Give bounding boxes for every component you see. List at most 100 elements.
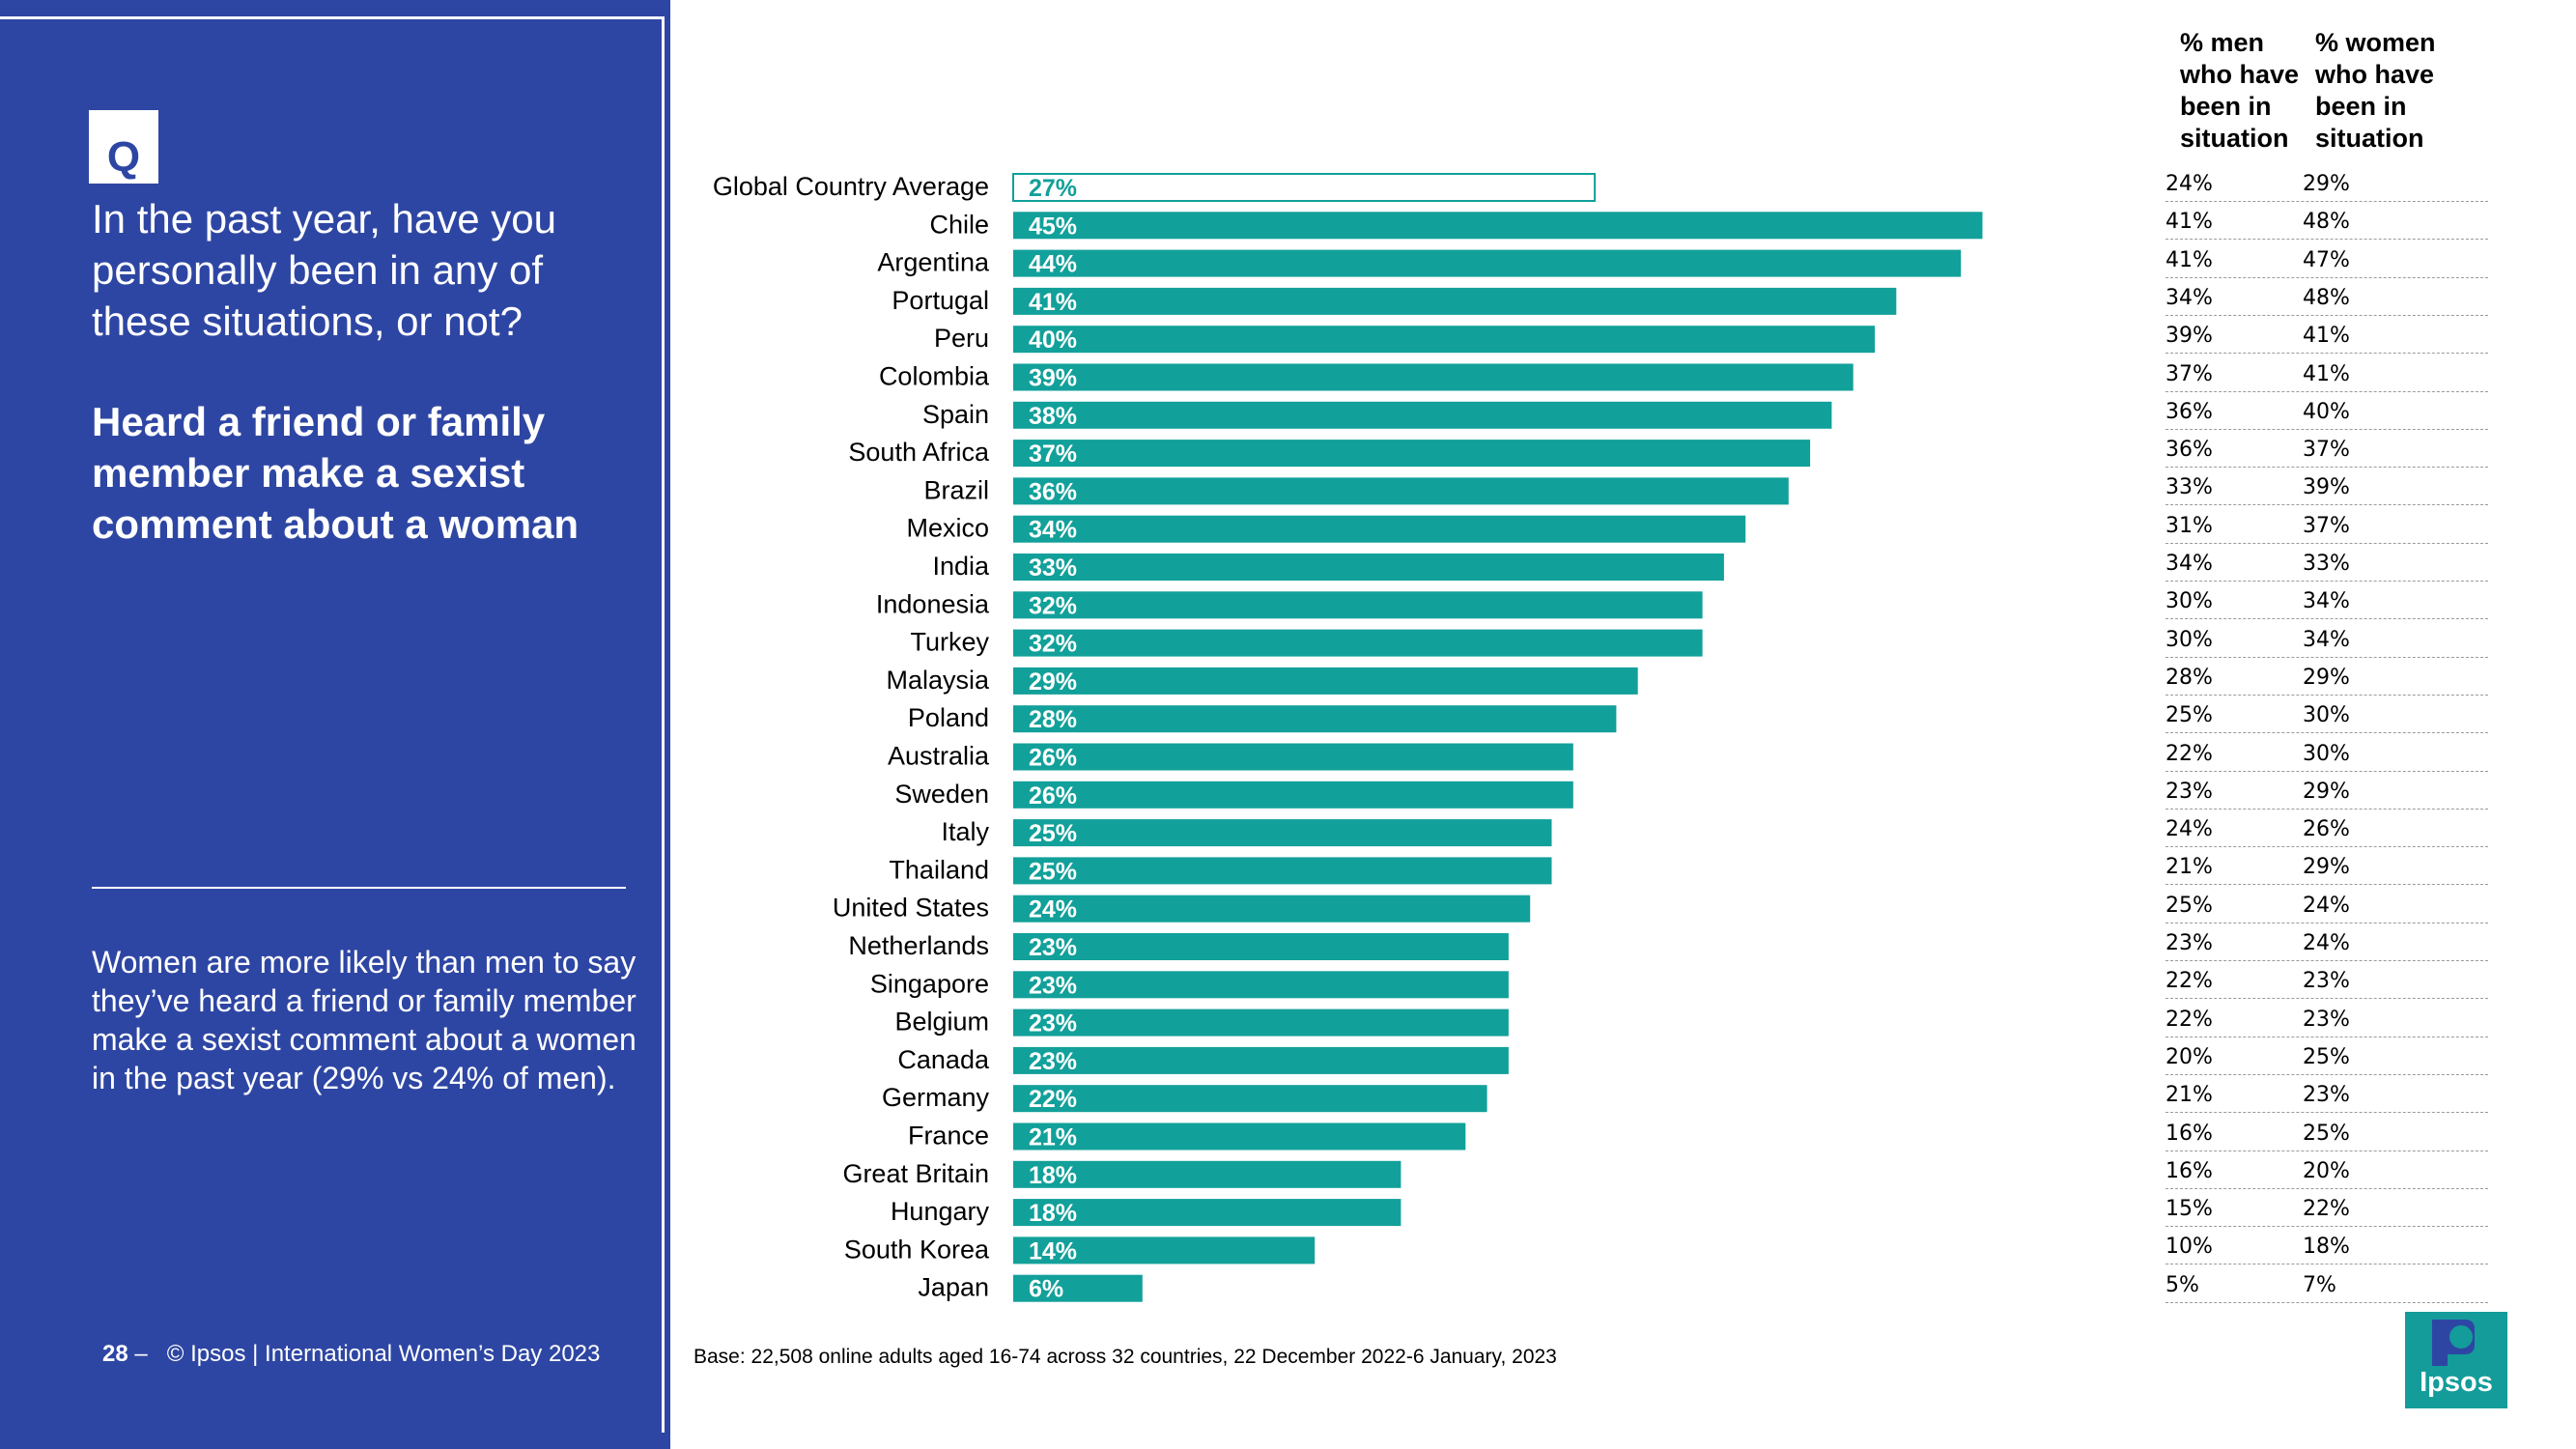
women-value: 22% [2303, 1197, 2350, 1222]
table-row: 34% 33% [2166, 544, 2488, 582]
category-label: Peru [934, 324, 989, 353]
women-value: 48% [2303, 285, 2350, 310]
women-value: 37% [2303, 438, 2350, 463]
ipsos-logo-icon [2432, 1320, 2475, 1366]
men-value: 16% [2166, 1121, 2213, 1146]
category-label: Canada [897, 1045, 990, 1074]
bar [1013, 933, 1509, 960]
data-label: 29% [1029, 668, 1077, 696]
category-label: Brazil [923, 475, 989, 504]
table-row: 36% 37% [2166, 430, 2488, 469]
data-label: 24% [1029, 896, 1077, 923]
data-label: 45% [1029, 213, 1077, 240]
table-row: 34% 48% [2166, 278, 2488, 316]
table-row: 39% 41% [2166, 316, 2488, 355]
table-row: 24% 29% [2166, 164, 2488, 202]
table-row: 10% 18% [2166, 1227, 2488, 1265]
header-men: % men who have been in situation [2180, 28, 2300, 153]
women-value: 41% [2303, 361, 2350, 386]
women-value: 47% [2303, 247, 2350, 272]
men-value: 33% [2166, 475, 2213, 500]
men-value: 24% [2166, 172, 2213, 196]
women-value: 29% [2303, 779, 2350, 804]
table-row: 41% 48% [2166, 202, 2488, 241]
men-value: 22% [2166, 969, 2213, 994]
question-panel: Q In the past year, have you personally … [0, 0, 670, 1449]
footer-dash: – [134, 1341, 148, 1367]
women-value: 24% [2303, 893, 2350, 918]
women-value: 48% [2303, 210, 2350, 235]
data-label: 6% [1029, 1276, 1063, 1303]
category-label: India [932, 552, 990, 581]
category-label: Germany [882, 1083, 990, 1112]
bar [1013, 857, 1552, 885]
women-value: 20% [2303, 1158, 2350, 1183]
bar-average [1012, 173, 1597, 202]
data-label: 33% [1029, 554, 1077, 582]
bar [1013, 743, 1573, 771]
bar [1013, 1046, 1509, 1074]
header-women: % women who have been in situation [2315, 28, 2436, 153]
bar [1013, 363, 1854, 391]
men-value: 36% [2166, 399, 2213, 424]
bar [1013, 1199, 1401, 1227]
category-label: Sweden [894, 780, 989, 809]
category-label: Malaysia [886, 666, 990, 695]
table-row: 25% 30% [2166, 696, 2488, 734]
table-row: 31% 37% [2166, 506, 2488, 544]
data-label: 40% [1029, 327, 1077, 354]
women-value: 37% [2303, 513, 2350, 538]
table-row: 30% 34% [2166, 620, 2488, 658]
page-number: 28 [102, 1341, 128, 1367]
women-value: 18% [2303, 1235, 2350, 1260]
category-label: Netherlands [848, 931, 989, 960]
women-value: 30% [2303, 703, 2350, 728]
panel-divider [92, 887, 626, 889]
table-row: 16% 20% [2166, 1151, 2488, 1189]
bar [1013, 1009, 1509, 1037]
men-value: 41% [2166, 247, 2213, 272]
data-label: 41% [1029, 289, 1077, 316]
bar [1013, 1122, 1466, 1151]
bar [1013, 591, 1703, 619]
data-label: 18% [1029, 1162, 1077, 1189]
women-value: 7% [2303, 1272, 2336, 1297]
table-row: 20% 25% [2166, 1037, 2488, 1075]
data-label: 26% [1029, 745, 1077, 772]
men-value: 28% [2166, 665, 2213, 690]
category-label: France [908, 1122, 989, 1151]
men-value: 34% [2166, 285, 2213, 310]
men-value: 37% [2166, 361, 2213, 386]
data-label: 34% [1029, 517, 1077, 544]
category-label: Portugal [892, 286, 989, 315]
women-value: 30% [2303, 741, 2350, 766]
table-row: 28% 29% [2166, 658, 2488, 696]
table-row: 23% 29% [2166, 772, 2488, 810]
table-row: 22% 30% [2166, 734, 2488, 772]
bar [1013, 477, 1789, 505]
category-label: Argentina [877, 248, 990, 277]
category-label: Singapore [870, 969, 989, 998]
table-row: 25% 24% [2166, 886, 2488, 923]
statement-heading: Heard a friend or family member make a s… [92, 399, 580, 547]
bar [1013, 781, 1573, 809]
data-label: 23% [1029, 1010, 1077, 1037]
data-label: 25% [1029, 858, 1077, 885]
table-row: 15% 22% [2166, 1189, 2488, 1228]
men-value: 41% [2166, 210, 2213, 235]
women-value: 39% [2303, 475, 2350, 500]
table-row: 23% 24% [2166, 923, 2488, 961]
category-label: Chile [929, 210, 989, 239]
data-label: 23% [1029, 972, 1077, 999]
bar [1013, 440, 1811, 468]
table-row: 36% 40% [2166, 392, 2488, 430]
data-label: 25% [1029, 820, 1077, 847]
bar [1013, 819, 1552, 847]
men-value: 39% [2166, 324, 2213, 349]
women-value: 26% [2303, 817, 2350, 842]
women-value: 23% [2303, 1083, 2350, 1108]
bar [1013, 212, 1983, 240]
bar [1013, 326, 1875, 354]
bar [1013, 249, 1962, 277]
